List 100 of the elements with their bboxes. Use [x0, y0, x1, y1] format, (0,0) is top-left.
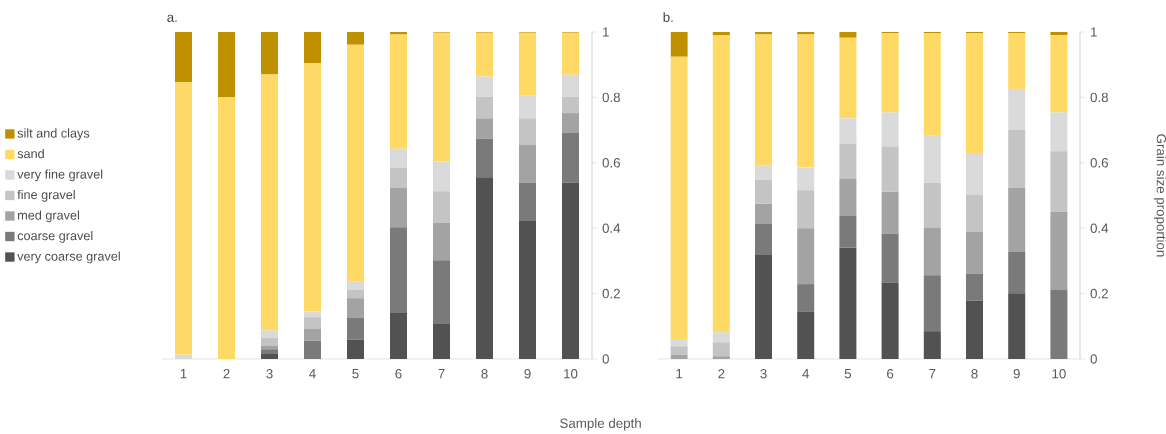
bar [712, 31, 730, 36]
bar [347, 44, 365, 282]
bar [1008, 293, 1026, 359]
bar [923, 227, 941, 276]
bar [839, 178, 857, 216]
x-tick-label: 1 [180, 369, 187, 379]
bar [839, 118, 857, 144]
bar [966, 273, 983, 301]
y-tick-label: 0 [1090, 354, 1097, 364]
bar [175, 354, 193, 359]
x-tick-label: 5 [352, 369, 359, 379]
x-tick-label: 5 [844, 369, 852, 379]
bar [881, 146, 899, 192]
x-tick-label: 3 [760, 369, 767, 379]
bar [261, 31, 279, 75]
y-tick-label: 1 [1091, 27, 1097, 37]
bar [261, 354, 279, 359]
bar [519, 144, 536, 183]
bar [755, 165, 773, 180]
bar [966, 231, 983, 274]
bar [390, 187, 408, 228]
bar [562, 96, 579, 114]
bar [433, 32, 450, 162]
bar [670, 339, 688, 347]
x-tick-label: 9 [1013, 369, 1020, 379]
bar [390, 31, 408, 35]
bar [476, 76, 493, 97]
bar [261, 349, 279, 355]
x-axis-title: Sample depth [560, 418, 641, 431]
bar [347, 339, 365, 359]
bar [1050, 289, 1068, 359]
bar [433, 161, 450, 192]
bar [433, 324, 450, 359]
bar [347, 289, 365, 299]
bar [670, 56, 688, 340]
bar [797, 167, 815, 191]
bar [755, 203, 773, 224]
x-tick-label: 2 [718, 369, 725, 379]
bar [304, 63, 322, 312]
x-tick-label: 3 [266, 369, 273, 379]
bar [881, 191, 899, 234]
bar [218, 97, 236, 359]
bar [519, 32, 536, 96]
bar [347, 31, 365, 45]
bar [304, 328, 322, 341]
x-tick-label: 10 [564, 369, 578, 379]
bar [712, 342, 730, 357]
bar [175, 31, 193, 83]
y-tick-label: 0 [602, 354, 609, 364]
chart-title: a. [167, 14, 177, 22]
bar [670, 31, 688, 57]
bar [304, 340, 322, 359]
bar [755, 223, 773, 255]
bar [923, 32, 941, 136]
bar [304, 31, 322, 64]
bar [476, 177, 493, 359]
bar [839, 143, 857, 179]
y-tick-label: 0.8 [1090, 92, 1108, 103]
bar [304, 317, 322, 329]
bar [347, 298, 365, 318]
bar [519, 182, 536, 221]
legend-label: silt and clays [17, 128, 90, 141]
bar [923, 331, 941, 359]
bar [881, 233, 899, 283]
bar [881, 32, 899, 113]
legend-label: very coarse gravel [17, 251, 120, 264]
bar [1008, 252, 1026, 294]
x-tick-label: 10 [1052, 369, 1066, 379]
legend-label: fine gravel [17, 189, 75, 202]
bar [390, 312, 408, 359]
bar [881, 112, 899, 147]
bar [670, 346, 688, 355]
bar [755, 255, 773, 359]
x-tick-label: 7 [438, 369, 445, 379]
bar [433, 260, 450, 324]
bar [966, 194, 983, 232]
bar [390, 167, 408, 188]
bar [1008, 129, 1026, 188]
bar [839, 31, 857, 38]
bar [797, 190, 815, 229]
y-tick-label: 0.6 [602, 158, 620, 168]
legend-label: coarse gravel [17, 230, 93, 243]
bar [712, 35, 730, 333]
bar [562, 182, 579, 359]
bar [712, 332, 730, 343]
bar [519, 220, 536, 359]
y-tick-label: 1 [603, 27, 609, 37]
x-tick-label: 2 [223, 369, 230, 379]
y-tick-label: 0.2 [602, 288, 620, 299]
bar [562, 74, 579, 97]
y-tick-label: 0.6 [1090, 158, 1108, 168]
bar [923, 275, 941, 332]
bar [1050, 151, 1068, 212]
bar [261, 345, 279, 350]
bar [519, 95, 536, 119]
y-tick-label: 0.2 [1090, 288, 1108, 299]
x-tick-label: 8 [481, 369, 488, 379]
bar [966, 153, 983, 195]
x-tick-label: 6 [887, 369, 894, 379]
bar [390, 34, 408, 149]
